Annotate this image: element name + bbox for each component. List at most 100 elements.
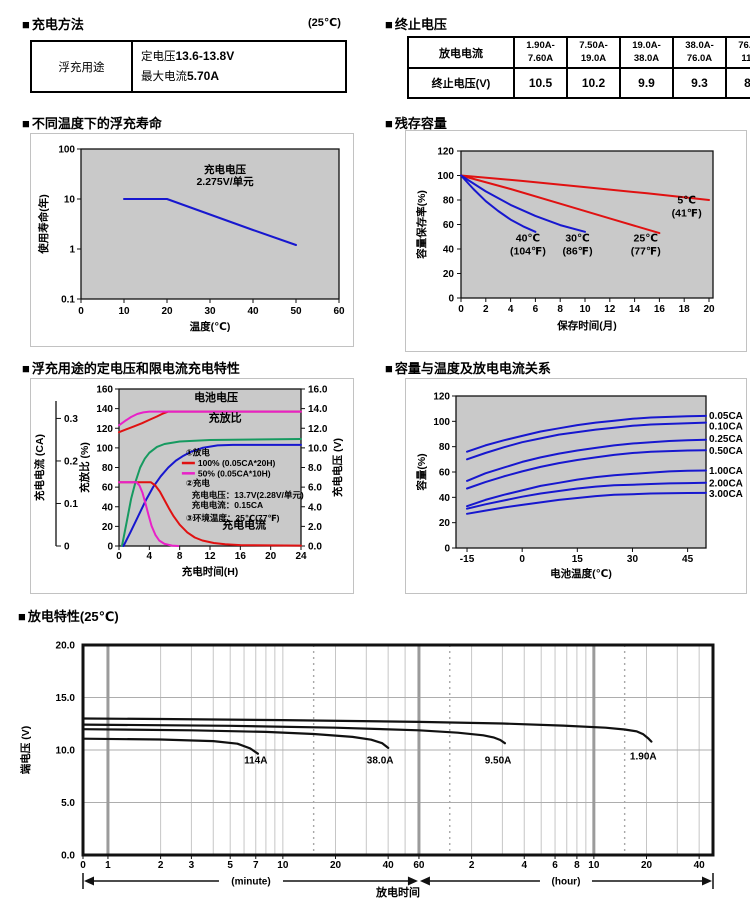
y-tick-label: 20 bbox=[443, 269, 455, 280]
discharge-current-header: 放电电流 bbox=[407, 36, 515, 69]
ca-tick-label: 0 bbox=[64, 542, 70, 553]
pct-tick-label: 140 bbox=[96, 404, 113, 415]
x-tick-label: 40 bbox=[247, 306, 259, 317]
pct-tick-label: 120 bbox=[96, 424, 113, 435]
y-tick-label: 80 bbox=[439, 442, 451, 453]
series-0.10CA bbox=[466, 421, 707, 461]
arrowhead-icon bbox=[419, 876, 430, 886]
section-bullet-icon: ■ bbox=[385, 116, 393, 131]
volt-tick-label: 16.0 bbox=[308, 385, 328, 396]
section-title-text: 充电方法 bbox=[31, 17, 84, 32]
max-current-spec: 最大电流5.70A bbox=[141, 68, 220, 83]
hour-unit-label: (hour) bbox=[552, 877, 581, 888]
chart-annotation: 充放比 bbox=[209, 410, 242, 424]
curve-label: 9.50A bbox=[485, 756, 512, 767]
chart-annotation: 充电电压 bbox=[204, 163, 246, 176]
series-0.25CA bbox=[466, 438, 707, 482]
arrowhead-icon bbox=[84, 876, 94, 886]
volt-tick-label: 4.0 bbox=[308, 502, 322, 513]
series-battery-voltage-50pct bbox=[118, 410, 302, 427]
x-tick-label: 8 bbox=[574, 860, 580, 871]
y-tick-label: 20 bbox=[439, 518, 451, 529]
x-tick-label: 20 bbox=[641, 860, 653, 871]
curve-label: 1.90A bbox=[630, 751, 657, 762]
discharge-characteristics-title: ■ 放电特性(25℃) bbox=[18, 606, 119, 625]
x-tick-label: 20 bbox=[161, 306, 173, 317]
series-114A bbox=[81, 737, 259, 755]
x-tick-label: 0 bbox=[458, 304, 464, 315]
section-bullet-icon: ■ bbox=[22, 116, 30, 131]
chart-annotation: 100% (0.05CA*20H) bbox=[198, 458, 276, 468]
current-range-cell: 38.0A- 76.0A bbox=[672, 36, 727, 69]
x-tick-label: 45 bbox=[682, 554, 694, 565]
discharge-characteristics-chart: 0 1 2 3 5 7 10 20 40 60 2 4 6 8 10 20 40 0.0 5.0 10.0 15.0 20… bbox=[19, 641, 715, 899]
x-tick-label: 6 bbox=[552, 860, 558, 871]
x-tick-label: 16 bbox=[235, 551, 247, 562]
termination-voltage-value: 10.2 bbox=[566, 67, 621, 99]
chart-annotation: 充电电流：0.15CA bbox=[192, 500, 263, 510]
series-1.90A bbox=[81, 717, 653, 743]
y-tick-label: 100 bbox=[58, 145, 75, 156]
pct-tick-label: 160 bbox=[96, 385, 113, 396]
series-temp-5c bbox=[460, 174, 710, 201]
section-bullet-icon: ■ bbox=[385, 361, 393, 376]
section-title-text: 容量与温度及放电电流关系 bbox=[394, 361, 551, 376]
series-charge-ratio-50pct bbox=[121, 438, 302, 547]
x-tick-label: 12 bbox=[604, 304, 616, 315]
y-tick-label: 10 bbox=[64, 195, 76, 206]
plot-border bbox=[81, 643, 715, 857]
curve-label: 38.0A bbox=[367, 756, 394, 767]
chart-annotation: ③环境温度：25℃(77℉) bbox=[186, 513, 280, 523]
y-tick-label: 80 bbox=[443, 196, 455, 207]
x-tick-label: 20 bbox=[265, 551, 277, 562]
volt-axis-label: 充电电压 (V) bbox=[331, 438, 344, 497]
float-life-chart-panel: 0 10 20 30 40 50 60 0.1 1 10 100 温度(℃) 使用寿命(年) 充电电压 2.… bbox=[30, 133, 354, 347]
current-range-cell: 19.0A- 38.0A bbox=[619, 36, 674, 69]
chart-annotation: ①放电 bbox=[186, 448, 211, 458]
y-tick-label: 100 bbox=[433, 417, 450, 428]
series-temp-25c bbox=[460, 174, 661, 235]
series-0.50CA bbox=[466, 449, 707, 490]
chart-annotation: (77℉) bbox=[631, 246, 661, 258]
charge-method-temp-note: (25℃) bbox=[308, 17, 341, 29]
x-axis-label: 电池温度(℃) bbox=[550, 567, 612, 580]
capacity-temperature-title: ■ 容量与温度及放电电流关系 bbox=[385, 358, 551, 377]
x-tick-label: -15 bbox=[460, 554, 475, 565]
series-0.05CA bbox=[466, 414, 707, 453]
discharge-characteristics-chart-panel: 0 1 2 3 5 7 10 20 40 60 2 4 6 8 10 20 40 0.0 5.0 10.0 15.0 20… bbox=[15, 625, 735, 899]
series-label: 0.10CA bbox=[709, 421, 743, 432]
series-charge-current-50pct bbox=[118, 481, 180, 547]
arrowhead-icon bbox=[702, 876, 712, 886]
x-tick-label: 3 bbox=[189, 860, 195, 871]
y-tick-label: 0 bbox=[444, 544, 450, 555]
charging-characteristics-chart: 0 4 8 12 16 20 24 0 20 40 60 80 100 120 140 160 0.0 2.0 4.… bbox=[33, 385, 344, 579]
termination-voltage-value: 8.7 bbox=[725, 67, 750, 99]
plot-area bbox=[460, 150, 714, 299]
x-tick-label: 60 bbox=[333, 306, 345, 317]
y-tick-label: 20.0 bbox=[56, 641, 76, 652]
series-38.0A bbox=[81, 728, 390, 750]
ca-tick-label: 0.3 bbox=[64, 414, 78, 425]
charging-characteristics-chart-panel: 0 4 8 12 16 20 24 0 20 40 60 80 100 120 140 160 0.0 2.0 4.… bbox=[30, 378, 354, 594]
x-tick-label: 4 bbox=[147, 551, 153, 562]
y-tick-label: 0.0 bbox=[61, 851, 75, 862]
section-title-text: 残存容量 bbox=[394, 116, 447, 131]
pct-axis-label: 充放比 (%) bbox=[78, 442, 91, 493]
x-tick-label: 2 bbox=[483, 304, 489, 315]
chart-annotation: 40℃ bbox=[516, 233, 540, 245]
x-tick-label: 10 bbox=[277, 860, 289, 871]
current-range-cell: 1.90A- 7.60A bbox=[513, 36, 568, 69]
volt-tick-label: 6.0 bbox=[308, 483, 322, 494]
termination-voltage-value: 9.3 bbox=[672, 67, 727, 99]
y-tick-label: 120 bbox=[433, 392, 450, 403]
series-label: 1.00CA bbox=[709, 466, 743, 477]
x-tick-label: 8 bbox=[177, 551, 183, 562]
capacity-temperature-chart: -15 0 15 30 45 0 20 40 60 80 100 120 电池温度(℃) 容量(%) 0.0… bbox=[415, 392, 743, 581]
x-tick-label: 50 bbox=[290, 306, 302, 317]
curve-label: 114A bbox=[244, 756, 267, 767]
chart-annotation: (104℉) bbox=[510, 246, 546, 258]
x-tick-label: 30 bbox=[204, 306, 216, 317]
plot-area bbox=[80, 148, 340, 300]
charge-method-row-label: 浮充用途 bbox=[30, 40, 133, 93]
